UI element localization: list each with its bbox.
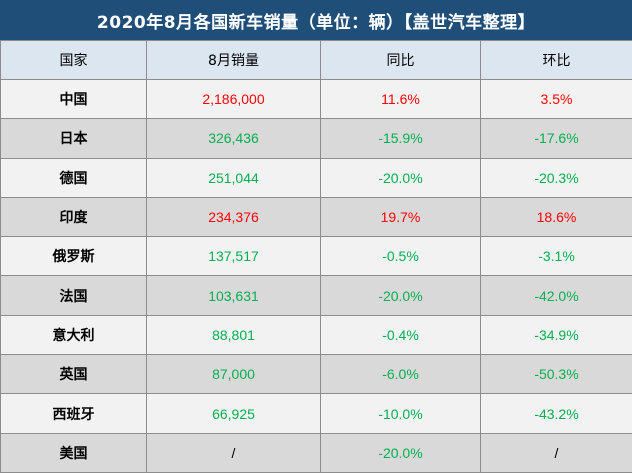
- cell-mom: -50.3%: [480, 354, 632, 395]
- cell-mom: /: [480, 432, 632, 473]
- header-mom: 环比: [480, 40, 632, 80]
- table-row: 美国 / -20.0% /: [0, 432, 632, 473]
- cell-country: 中国: [0, 78, 147, 120]
- cell-yoy: -15.9%: [320, 118, 481, 159]
- cell-sales: 137,517: [146, 236, 321, 277]
- cell-sales: 234,376: [146, 196, 321, 238]
- table-row: 意大利 88,801 -0.4% -34.9%: [0, 314, 632, 356]
- cell-mom: -43.2%: [480, 393, 632, 434]
- header-yoy: 同比: [320, 40, 481, 80]
- header-country: 国家: [0, 40, 147, 80]
- cell-country: 法国: [0, 275, 147, 316]
- cell-sales: 251,044: [146, 157, 321, 198]
- header-sales: 8月销量: [146, 40, 321, 80]
- table-row: 印度 234,376 19.7% 18.6%: [0, 196, 632, 238]
- cell-mom: -42.0%: [480, 275, 632, 316]
- cell-sales: /: [146, 432, 321, 473]
- cell-sales: 2,186,000: [146, 78, 321, 120]
- cell-country: 日本: [0, 118, 147, 159]
- header-row: 国家 8月销量 同比 环比: [0, 40, 632, 80]
- table-row: 法国 103,631 -20.0% -42.0%: [0, 275, 632, 316]
- cell-country: 印度: [0, 196, 147, 238]
- table-row: 西班牙 66,925 -10.0% -43.2%: [0, 393, 632, 434]
- cell-mom: 18.6%: [480, 196, 632, 238]
- cell-mom: 3.5%: [480, 78, 632, 120]
- cell-sales: 103,631: [146, 275, 321, 316]
- table-title: 2020年8月各国新车销量（单位：辆）【盖世汽车整理】: [0, 0, 632, 40]
- cell-sales: 87,000: [146, 354, 321, 395]
- table-row: 俄罗斯 137,517 -0.5% -3.1%: [0, 236, 632, 277]
- cell-mom: -3.1%: [480, 236, 632, 277]
- table-body: 中国 2,186,000 11.6% 3.5% 日本 326,436 -15.9% -17.6…: [0, 78, 632, 473]
- cell-mom: -20.3%: [480, 157, 632, 198]
- cell-sales: 88,801: [146, 314, 321, 356]
- cell-yoy: -6.0%: [320, 354, 481, 395]
- sales-table: 国家 8月销量 同比 环比 中国 2,186,000 11.6% 3.5% 日本 326,…: [0, 40, 632, 473]
- cell-yoy: 11.6%: [320, 78, 481, 120]
- cell-country: 意大利: [0, 314, 147, 356]
- cell-country: 德国: [0, 157, 147, 198]
- cell-yoy: -10.0%: [320, 393, 481, 434]
- table-row: 德国 251,044 -20.0% -20.3%: [0, 157, 632, 198]
- cell-sales: 326,436: [146, 118, 321, 159]
- cell-yoy: -20.0%: [320, 157, 481, 198]
- table-row: 中国 2,186,000 11.6% 3.5%: [0, 78, 632, 120]
- cell-yoy: -0.5%: [320, 236, 481, 277]
- cell-country: 英国: [0, 354, 147, 395]
- cell-mom: -17.6%: [480, 118, 632, 159]
- cell-country: 西班牙: [0, 393, 147, 434]
- cell-yoy: -0.4%: [320, 314, 481, 356]
- table-row: 日本 326,436 -15.9% -17.6%: [0, 118, 632, 159]
- cell-mom: -34.9%: [480, 314, 632, 356]
- cell-sales: 66,925: [146, 393, 321, 434]
- cell-country: 俄罗斯: [0, 236, 147, 277]
- cell-yoy: -20.0%: [320, 275, 481, 316]
- cell-yoy: 19.7%: [320, 196, 481, 238]
- cell-country: 美国: [0, 432, 147, 473]
- table-row: 英国 87,000 -6.0% -50.3%: [0, 354, 632, 395]
- cell-yoy: -20.0%: [320, 432, 481, 473]
